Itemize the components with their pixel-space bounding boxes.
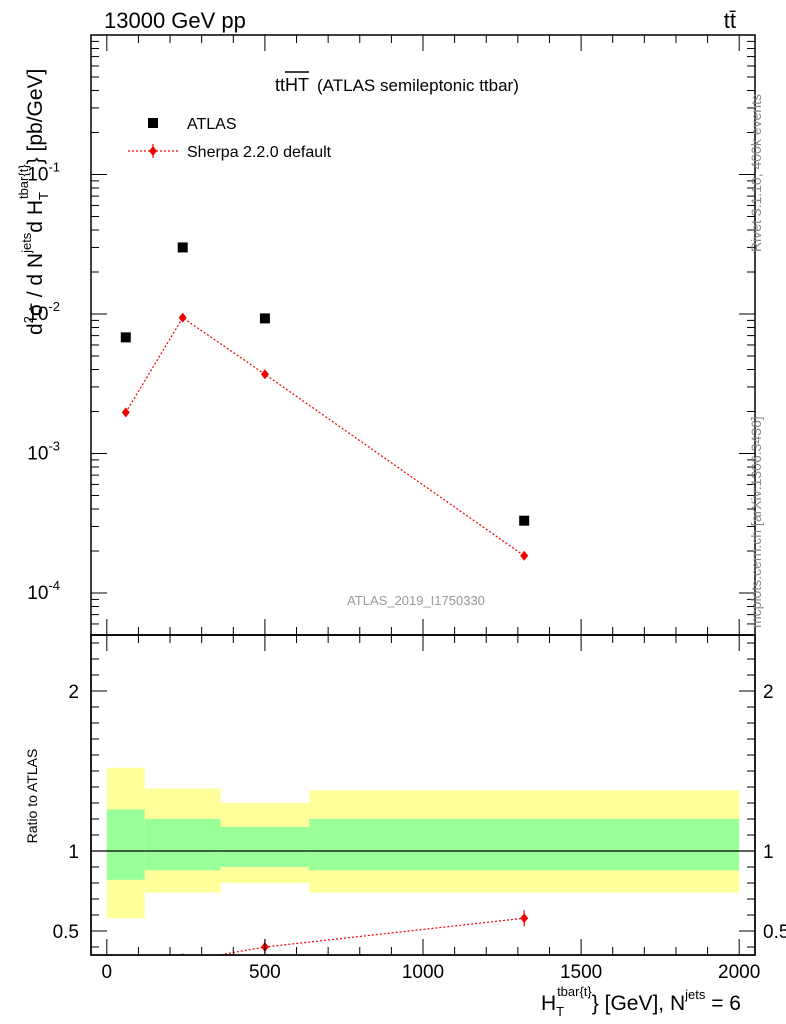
- atlas-point: [259, 313, 270, 324]
- ylabel-mid2: d H: [24, 200, 47, 233]
- xlabel-pre: H: [541, 992, 556, 1015]
- plot-title: ttHT: [275, 75, 309, 95]
- xlabel-end: = 6: [705, 992, 741, 1015]
- main-y-tick-label: 10-2: [27, 299, 60, 325]
- title-main: tt: [275, 75, 285, 95]
- ylabel-pre: d: [24, 323, 47, 335]
- main-y-tick-label: 10-4: [27, 578, 60, 604]
- x-tick-label: 1000: [402, 962, 444, 983]
- legend-atlas-marker: [148, 118, 158, 128]
- main-y-axis-label: d2σ / d Njetsd HTtbar{t}} [pb/GeV]: [16, 69, 51, 335]
- atlas-point: [120, 332, 131, 343]
- main-y-ticks: 10-4 10-3 10-2 10-1: [27, 34, 755, 636]
- ratio-sherpa-point: [520, 913, 529, 924]
- ratio-y-tick-label: 2: [68, 682, 79, 703]
- rivet-version-label: Rivet 3.1.10, 400k events: [748, 94, 764, 252]
- ratio-plot-border: [90, 634, 756, 956]
- ratio-band-inner: [309, 819, 740, 871]
- sherpa-point: [260, 369, 269, 380]
- ratio-y-tick-label: 0.5: [53, 922, 79, 943]
- sherpa-point: [520, 550, 529, 561]
- ylabel-end: } [pb/GeV]: [24, 69, 47, 165]
- sherpa-point: [178, 312, 187, 323]
- process-label: tt̄: [724, 8, 736, 33]
- ratio-y-tick-label-right: 2: [763, 682, 774, 703]
- atlas-point: [177, 242, 188, 253]
- ratio-bands: [91, 767, 755, 919]
- ratio-y-tick-label-right: 0.5: [763, 922, 786, 943]
- legend-atlas-label: ATLAS: [187, 116, 237, 133]
- ylabel-sup2: jets: [19, 232, 34, 254]
- main-data-layer: [120, 242, 530, 561]
- ratio-y-ticks: 0.5 0.5 1 1 2 2: [53, 642, 786, 948]
- ratio-data-layer: [122, 910, 529, 970]
- xlabel-sup: tbar{t}: [557, 984, 592, 999]
- main-y-tick-label: 10-1: [27, 160, 60, 186]
- ratio-band-inner: [106, 809, 145, 880]
- analysis-watermark: ATLAS_2019_I1750330: [347, 593, 485, 608]
- title-subtitle: (ATLAS semileptonic ttbar): [317, 76, 519, 95]
- legend-sherpa-label: Sherpa 2.2.0 default: [187, 144, 332, 161]
- x-tick-label: 0: [102, 962, 113, 983]
- main-y-tick-label: 10-3: [27, 439, 60, 465]
- xlabel-sub: T: [556, 1004, 564, 1019]
- ratio-sherpa-point: [179, 956, 187, 966]
- ylabel-mid1: σ / d N: [24, 253, 47, 316]
- ratio-y-axis-label: Ratio to ATLAS: [24, 749, 40, 844]
- x-tick-label: 2000: [718, 962, 760, 983]
- x-axis-label: HTtbar{t}} [GeV], Njets = 6: [541, 984, 741, 1019]
- ylabel-sup3: tbar{t}: [16, 164, 31, 199]
- mcplots-label: mcplots.cern.ch [arXiv:1306.3436]: [748, 416, 764, 628]
- ratio-y-tick-label: 1: [68, 842, 79, 863]
- x-tick-label: 500: [249, 962, 281, 983]
- ratio-band-inner: [220, 827, 310, 867]
- xlabel-mid: } [GeV], N: [592, 992, 685, 1015]
- xlabel-sup2: jets: [684, 987, 706, 1002]
- ratio-band-inner: [144, 819, 221, 871]
- ylabel-sup1: 2: [21, 316, 36, 323]
- x-tick-label: 1500: [560, 962, 602, 983]
- sherpa-point: [121, 407, 130, 418]
- ratio-sherpa-point: [122, 960, 130, 970]
- atlas-point: [519, 515, 530, 526]
- sherpa-series-line: [125, 316, 525, 557]
- ratio-x-ticks: 0 500 1000 1500 2000: [102, 635, 760, 983]
- legend-sherpa-marker: [149, 146, 157, 156]
- ratio-y-tick-label-right: 1: [763, 842, 774, 863]
- energy-label: 13000 GeV pp: [104, 8, 246, 33]
- ylabel-sub: T: [36, 192, 51, 200]
- main-x-ticks: [106, 35, 740, 635]
- title-overlined: HT: [285, 75, 309, 95]
- ratio-sherpa-line: [215, 917, 525, 955]
